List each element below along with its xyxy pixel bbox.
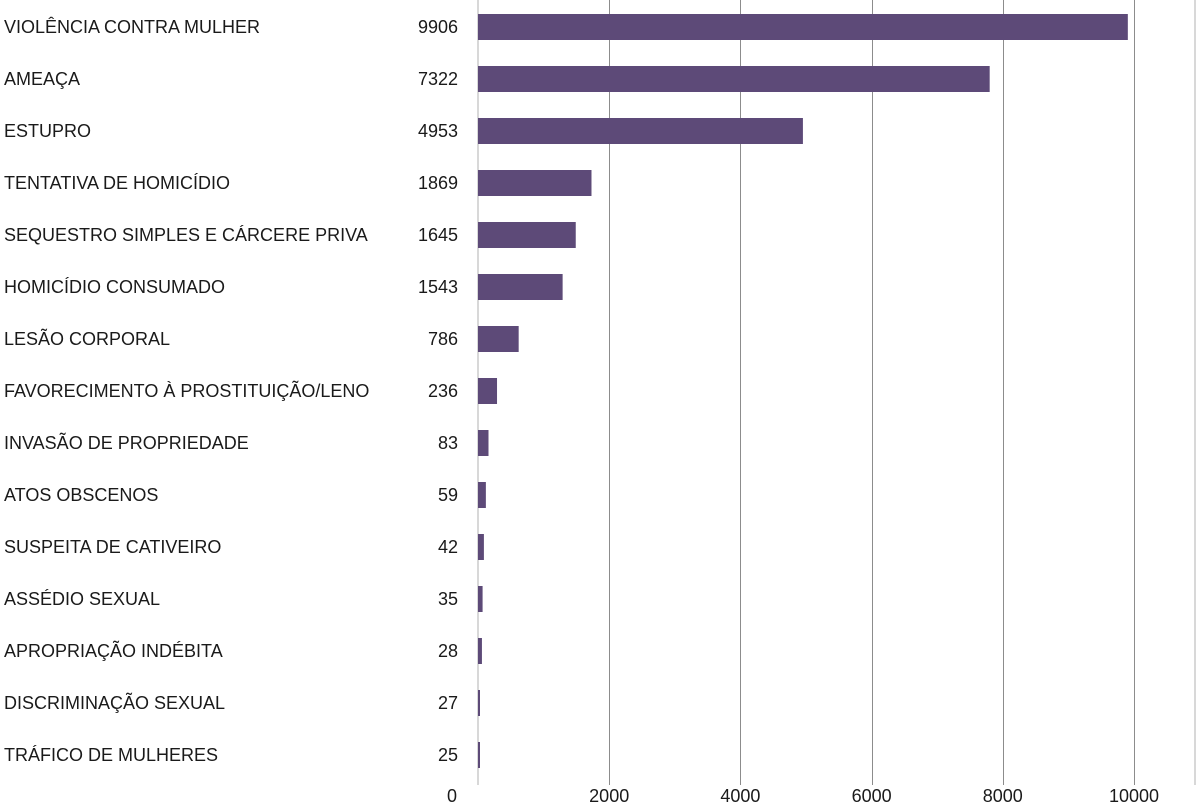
- gridlines: [477, 0, 1196, 785]
- data-label: 27: [438, 693, 458, 713]
- bar: [478, 170, 592, 196]
- data-label: 42: [438, 537, 458, 557]
- data-label: 59: [438, 485, 458, 505]
- bar: [478, 586, 483, 612]
- bar: [478, 222, 576, 248]
- category-label: VIOLÊNCIA CONTRA MULHER: [4, 17, 260, 37]
- bar: [478, 690, 480, 716]
- data-label: 7322: [418, 69, 458, 89]
- data-label: 9906: [418, 17, 458, 37]
- category-label: DISCRIMINAÇÃO SEXUAL: [4, 692, 225, 713]
- value-labels: 9906 7322 4953 1869 1645 1543 786 236 83 59 42 35 28…: [418, 17, 458, 765]
- category-label: TENTATIVA DE HOMICÍDIO: [4, 173, 230, 193]
- bar: [478, 274, 563, 300]
- data-label: 4953: [418, 121, 458, 141]
- bar: [478, 534, 484, 560]
- bar: [478, 66, 990, 92]
- bars: [478, 14, 1128, 768]
- data-label: 28: [438, 641, 458, 661]
- category-label: ASSÉDIO SEXUAL: [4, 589, 160, 609]
- x-tick-label: 4000: [720, 786, 760, 806]
- bar: [478, 742, 480, 768]
- data-label: 25: [438, 745, 458, 765]
- bar: [478, 482, 486, 508]
- data-label: 83: [438, 433, 458, 453]
- x-tick-label: 2000: [589, 786, 629, 806]
- data-label: 35: [438, 589, 458, 609]
- data-label: 1869: [418, 173, 458, 193]
- category-label: ESTUPRO: [4, 121, 91, 141]
- category-label: SUSPEITA DE CATIVEIRO: [4, 537, 221, 557]
- category-label: APROPRIAÇÃO INDÉBITA: [4, 640, 223, 661]
- category-label: AMEAÇA: [4, 69, 80, 89]
- data-label: 1543: [418, 277, 458, 297]
- category-label: ATOS OBSCENOS: [4, 485, 158, 505]
- category-label: TRÁFICO DE MULHERES: [4, 745, 218, 765]
- x-tick-label: 10000: [1109, 786, 1159, 806]
- category-label: HOMICÍDIO CONSUMADO: [4, 277, 225, 297]
- category-labels: VIOLÊNCIA CONTRA MULHER AMEAÇA ESTUPRO TENT…: [4, 17, 369, 765]
- category-label: INVASÃO DE PROPRIEDADE: [4, 432, 249, 453]
- bar: [478, 378, 498, 404]
- data-label: 236: [428, 381, 458, 401]
- bar: [478, 118, 803, 144]
- bar: [478, 14, 1128, 40]
- category-label: LESÃO CORPORAL: [4, 328, 170, 349]
- x-tick-label: 8000: [983, 786, 1023, 806]
- category-label: SEQUESTRO SIMPLES E CÁRCERE PRIVA: [4, 225, 368, 245]
- x-tick-label: 0: [447, 786, 457, 806]
- x-axis-ticks: 0 2000 4000 6000 8000 10000: [447, 786, 1159, 806]
- data-label: 786: [428, 329, 458, 349]
- x-tick-label: 6000: [852, 786, 892, 806]
- category-label: FAVORECIMENTO À PROSTITUIÇÃO/LENO: [4, 380, 369, 401]
- data-label: 1645: [418, 225, 458, 245]
- bar: [478, 638, 482, 664]
- bar: [478, 430, 489, 456]
- bar: [478, 326, 519, 352]
